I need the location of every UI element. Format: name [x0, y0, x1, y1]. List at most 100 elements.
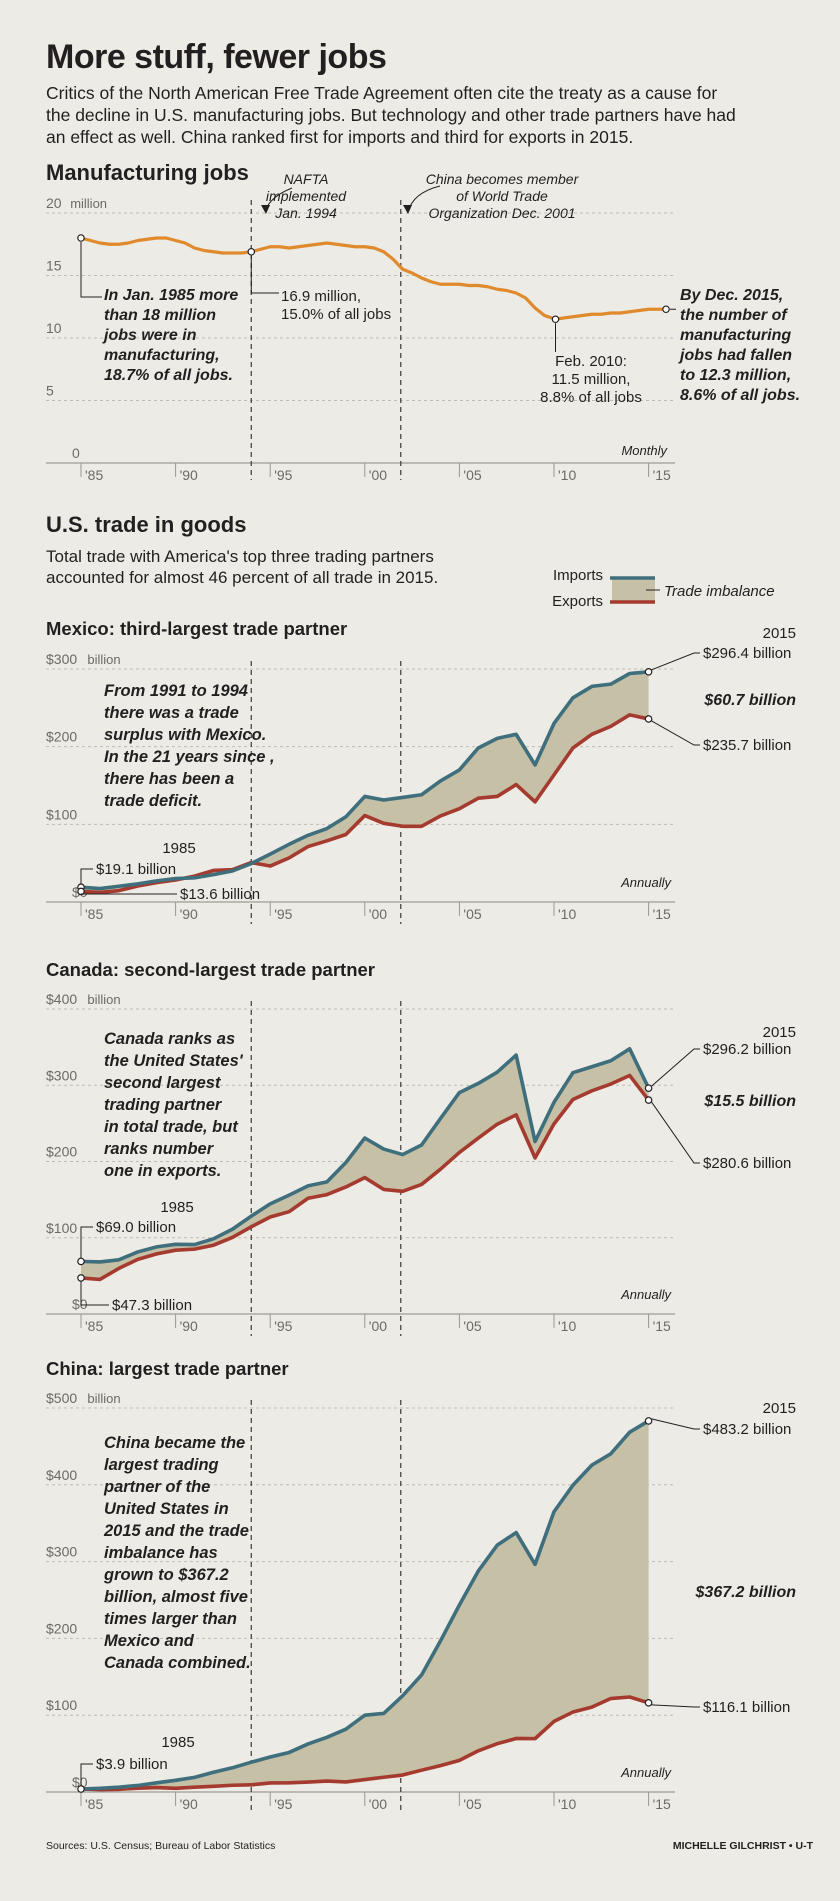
china-imbalance-area: [81, 1420, 649, 1790]
mfg-y-tick-label: 10: [46, 320, 62, 336]
wto-arrowhead: [403, 205, 412, 214]
canada-x-tick-label: '90: [180, 1318, 198, 1334]
mexico-x-tick-label: '00: [369, 906, 387, 922]
china-imports-line: [80, 1419, 650, 1791]
note-line: there has been a: [104, 770, 235, 788]
legend-imbalance-label: Trade imbalance: [664, 583, 775, 600]
mfg-start-note: than 18 million: [104, 307, 216, 324]
note-line: billion, almost five: [104, 1588, 248, 1606]
note-line: partner of the: [104, 1478, 211, 1496]
china-end-imports-leader: [651, 1418, 700, 1430]
canada-exports-line: [80, 1073, 651, 1282]
mfg-x-tick-label: '95: [274, 467, 292, 483]
china-end-imports-dot: [644, 1417, 653, 1425]
mfg-low-note: 8.8% of all jobs: [540, 389, 642, 406]
note-line: times larger than: [104, 1610, 237, 1628]
mfg-start-leader: [80, 242, 102, 298]
mfg-start-note: jobs were in: [102, 327, 197, 344]
china-x-tick-label: '15: [653, 1796, 671, 1812]
canada-end-year: 2015: [763, 1024, 796, 1041]
page-title: More stuff, fewer jobs: [46, 38, 387, 76]
canada-end-imports-dot: [644, 1084, 653, 1092]
legend-fill-swatch: [612, 578, 655, 602]
canada-y-tick-label: $100: [46, 1220, 77, 1236]
canada-end-imports-leader: [651, 1048, 700, 1087]
mfg-x-tick-label: '90: [180, 467, 198, 483]
mfg-annotation-dot: [247, 247, 256, 256]
mfg-end-note: manufacturing: [680, 327, 791, 344]
intro-text: Critics of the North American Free Trade…: [46, 83, 736, 147]
canada-title: Canada: second-largest trade partner: [46, 959, 375, 980]
mexico-end-year: 2015: [763, 625, 796, 642]
canada-y-tick-label: $300: [46, 1067, 77, 1083]
mexico-x-tick-label: '95: [274, 906, 292, 922]
mfg-nafta-leader: [250, 255, 279, 294]
mfg-end-note: jobs had fallen: [678, 347, 792, 364]
note-line: grown to $367.2: [104, 1566, 229, 1584]
mexico-start-imports-leader: [80, 868, 93, 885]
mfg-low-note: 11.5 million,: [552, 371, 631, 388]
legend-imports-label: Imports: [553, 567, 603, 584]
mfg-frequency: Monthly: [621, 443, 668, 458]
mfg-y-tick-label: 15: [46, 258, 62, 274]
note-line: China became the: [104, 1434, 246, 1452]
mexico-frequency: Annually: [620, 875, 672, 890]
mfg-x-tick-label: '05: [463, 467, 481, 483]
note-line: there was a trade: [104, 704, 239, 722]
mexico-imports-line: [80, 670, 649, 891]
canada-x-tick-label: '00: [369, 1318, 387, 1334]
note-line: the United States': [104, 1052, 243, 1070]
mexico-end-imports: $296.4 billion: [703, 645, 791, 662]
mfg-y-tick-label: 5: [46, 383, 54, 399]
mexico-y-tick-label: $200: [46, 729, 77, 745]
mexico-y-tick-label: $300: [46, 651, 77, 667]
mfg-nafta-note: 15.0% of all jobs: [281, 306, 391, 323]
note-line: Canada combined.: [104, 1654, 251, 1672]
mfg-end-note: to 12.3 million,: [680, 367, 791, 384]
china-x-tick-label: '85: [85, 1796, 103, 1812]
china-end-exports-dot: [644, 1699, 653, 1707]
china-end-year: 2015: [763, 1400, 796, 1417]
wto-label: China becomes member: [426, 171, 580, 187]
nafta-arrowhead: [261, 205, 270, 214]
mfg-y-tick-label: 20: [46, 195, 62, 211]
mfg-y-tick-label: 0: [72, 445, 80, 461]
mexico-start-exports-dot: [77, 887, 85, 896]
legend-exports-label: Exports: [552, 593, 603, 610]
credit-text: MICHELLE GILCHRIST • U-T: [672, 1840, 813, 1852]
note-line: Canada ranks as: [104, 1030, 236, 1048]
canada-x-tick-label: '15: [653, 1318, 671, 1334]
mfg-x-tick-label: '10: [558, 467, 576, 483]
note-line: United States in: [104, 1500, 229, 1518]
mfg-end-note: the number of: [680, 307, 788, 324]
trade-subtitle: Total trade with America's top three tra…: [46, 547, 439, 587]
canada-y-tick-label: $200: [46, 1144, 77, 1160]
china-x-tick-label: '05: [463, 1796, 481, 1812]
canada-start-exports-dot: [77, 1274, 85, 1282]
china-exports-line: [80, 1695, 650, 1792]
mexico-end-exports-dot: [644, 715, 653, 723]
china-start-year: 1985: [161, 1734, 194, 1751]
canada-start-year: 1985: [160, 1199, 193, 1216]
mfg-start-note: 18.7% of all jobs.: [104, 367, 233, 384]
canada-x-tick-label: '05: [463, 1318, 481, 1334]
mfg-start-note: manufacturing,: [104, 347, 220, 364]
china-y-tick-label: $500: [46, 1390, 77, 1406]
trade-title: U.S. trade in goods: [46, 512, 247, 537]
mexico-x-tick-label: '85: [85, 906, 103, 922]
wto-label: Organization Dec. 2001: [428, 205, 575, 221]
mfg-annotation-dot: [77, 234, 85, 242]
canada-y-unit: billion: [87, 992, 120, 1007]
note-line: one in exports.: [104, 1162, 222, 1180]
mexico-x-tick-label: '15: [653, 906, 671, 922]
manufacturing-line: [80, 236, 666, 321]
mexico-end-imports-dot: [644, 667, 653, 676]
canada-end-gap: $15.5 billion: [703, 1093, 796, 1110]
canada-frequency: Annually: [620, 1287, 672, 1302]
mexico-note: From 1991 to 1994 there was a trade surplu…: [104, 680, 334, 812]
mexico-end-exports-leader: [651, 720, 700, 746]
note-line: surplus with Mexico.: [104, 726, 267, 744]
mexico-x-tick-label: '90: [180, 906, 198, 922]
canada-imbalance-area: [81, 1048, 649, 1280]
